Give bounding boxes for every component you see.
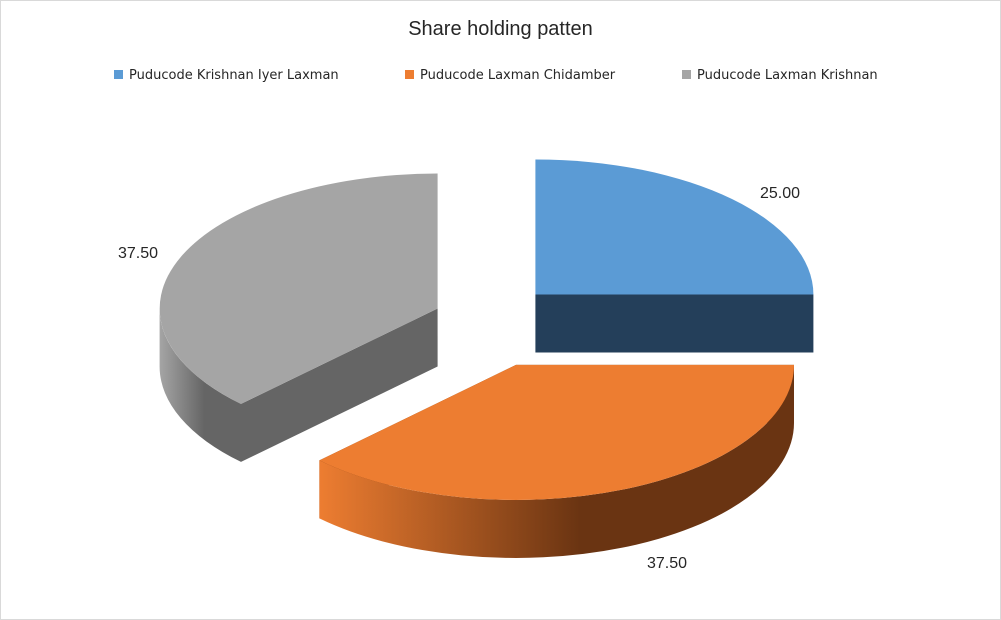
pie-slice-0-wall-1 [535,294,814,353]
pie-slice-1 [319,364,795,558]
pie-slice-1-top [319,364,795,500]
chart-title: Share holding patten [408,18,593,40]
pie-slice-2-side [159,308,241,462]
pie-slice-0 [535,159,814,353]
pie-slice-0-top [535,159,814,295]
pie-slice-2 [159,173,438,462]
legend-swatch-0 [114,70,123,79]
pie-slice-2-top [159,173,438,404]
legend: Puducode Krishnan Iyer Laxman Puducode L… [0,68,1001,88]
legend-item-1: Puducode Laxman Chidamber [405,68,615,83]
legend-label-2: Puducode Laxman Krishnan [697,68,878,83]
data-label-2: 37.50 [118,245,158,262]
legend-swatch-2 [682,70,691,79]
legend-swatch-1 [405,70,414,79]
legend-label-1: Puducode Laxman Chidamber [420,68,616,83]
legend-item-2: Puducode Laxman Krishnan [682,68,878,83]
legend-label-0: Puducode Krishnan Iyer Laxman [129,68,339,83]
pie-slice-2-wall-0 [241,308,438,462]
data-label-0: 25.00 [760,185,800,202]
legend-item-0: Puducode Krishnan Iyer Laxman [114,68,339,83]
data-label-1: 37.50 [647,555,687,572]
pie-slice-1-side [319,364,795,558]
